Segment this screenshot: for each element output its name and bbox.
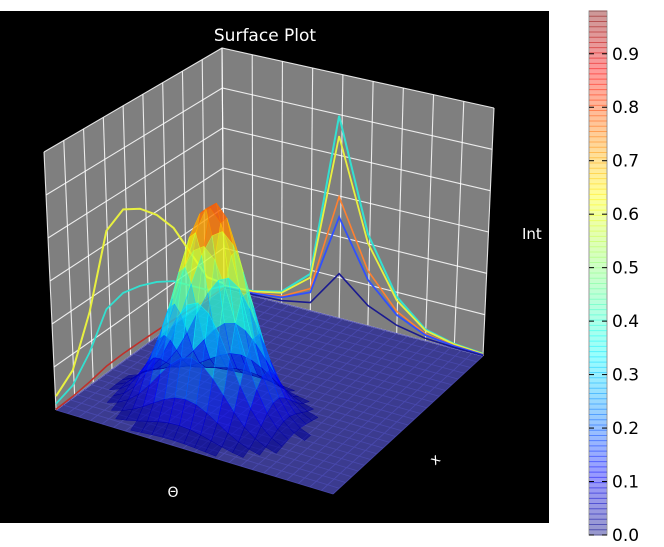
colorbar-tick-label: 0.0: [612, 526, 639, 546]
grid-line: [47, 127, 491, 239]
surface-cell: [115, 408, 133, 421]
colorbar-tick-label: 0.7: [612, 152, 639, 172]
grid-line: [49, 167, 489, 282]
z-axis-label: Int: [522, 225, 542, 243]
surface-cell: [248, 438, 267, 456]
surface-cell: [293, 427, 311, 441]
surface-cell: [110, 399, 129, 411]
surface-cell: [232, 441, 250, 458]
grid-line: [43, 47, 495, 153]
colorbar-stripes: [589, 10, 607, 536]
floor-mesh-line: [223, 287, 484, 357]
surface-cell: [204, 440, 223, 457]
grid-line: [45, 87, 493, 196]
pane-x-wall: [222, 48, 494, 356]
colorbar-tick-label: 0.9: [612, 45, 639, 65]
surface-cell: [291, 395, 310, 404]
colorbar-tick-label: 0.4: [612, 312, 639, 332]
floor-mesh-line: [332, 355, 484, 495]
surface-mesh: [106, 202, 319, 458]
colorbar-tick-label: 0.1: [612, 473, 639, 493]
x-projection-curve: [223, 214, 484, 356]
surface-cell: [106, 392, 125, 403]
floor-mesh-line: [309, 349, 462, 488]
surface-cell: [265, 437, 283, 454]
x-projection-curve: [223, 135, 484, 355]
colorbar-bar: [588, 10, 608, 536]
grid-line: [51, 207, 487, 325]
colorbar-tick-label: 0.8: [612, 98, 639, 118]
chart-title: Surface Plot: [214, 26, 317, 46]
floor-mesh-line: [321, 352, 473, 491]
colorbar-tick-label: 0.3: [612, 366, 639, 386]
floor-mesh-line: [298, 347, 451, 484]
colorbar-ticks: 0.0 0.1 0.2 0.3 0.4 0.5 0.6 0.7 0.8 0.9: [589, 45, 639, 546]
floor-mesh-line: [216, 292, 477, 363]
colorbar-tick-label: 0.2: [612, 419, 639, 439]
axis-grid: [43, 47, 495, 411]
surface-cell: [108, 382, 128, 391]
colorbar-tick-label: 0.5: [612, 259, 639, 279]
theta-axis-label: Θ: [167, 485, 178, 501]
colorbar-tick-label: 0.6: [612, 205, 639, 225]
x-projection-curve: [223, 272, 484, 357]
colorbar: 0.0 0.1 0.2 0.3 0.4 0.5 0.6 0.7 0.8 0.9: [588, 10, 639, 546]
